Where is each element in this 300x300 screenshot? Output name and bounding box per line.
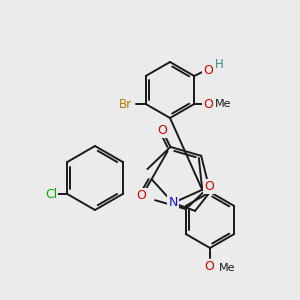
Text: O: O [204, 180, 214, 194]
Text: Me: Me [215, 99, 232, 109]
Text: Me: Me [219, 263, 236, 273]
Text: O: O [203, 64, 213, 76]
Text: O: O [204, 260, 214, 272]
Text: Cl: Cl [45, 188, 57, 200]
Text: O: O [136, 189, 146, 202]
Text: H: H [215, 58, 224, 70]
Text: O: O [158, 124, 167, 137]
Text: O: O [203, 98, 213, 110]
Text: Br: Br [119, 98, 132, 110]
Text: N: N [168, 196, 178, 209]
